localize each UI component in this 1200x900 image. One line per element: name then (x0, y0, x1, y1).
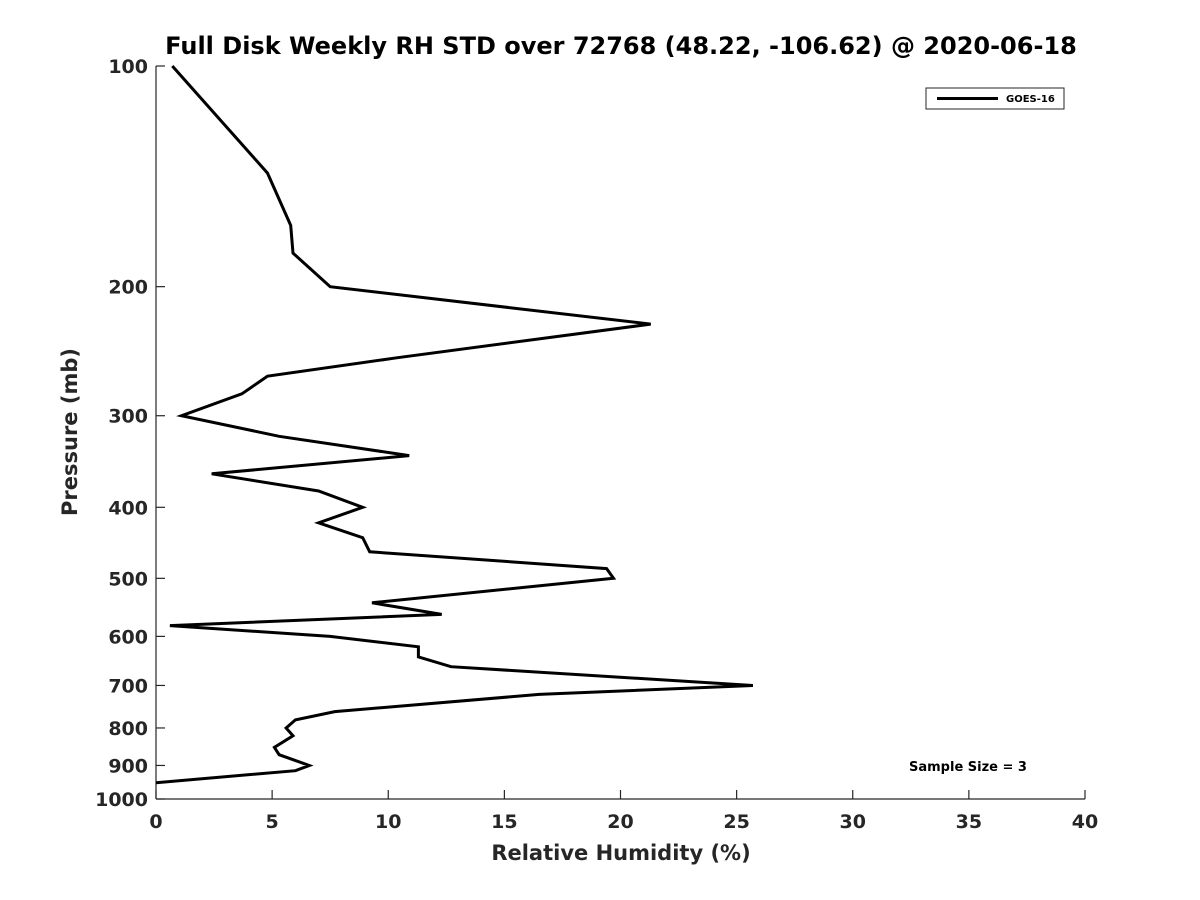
y-tick-label: 200 (108, 277, 148, 299)
y-tick-label: 600 (108, 626, 148, 648)
sample-size-annotation: Sample Size = 3 (909, 760, 1027, 775)
y-tick-label: 100 (108, 56, 148, 78)
x-tick-label: 10 (375, 811, 401, 833)
x-tick-label: 5 (266, 811, 279, 833)
x-axis-label: Relative Humidity (%) (491, 841, 750, 865)
y-tick-label: 800 (108, 718, 148, 740)
y-tick-label: 900 (108, 755, 148, 777)
x-tick-label: 35 (956, 811, 982, 833)
y-tick-label: 1000 (95, 789, 148, 811)
legend-label-goes-16: GOES-16 (1006, 94, 1055, 105)
x-tick-label: 30 (840, 811, 866, 833)
x-tick-label: 20 (607, 811, 633, 833)
legend: GOES-16 (925, 87, 1065, 110)
y-tick-label: 300 (108, 406, 148, 428)
x-tick-label: 40 (1072, 811, 1098, 833)
series-line-goes-16 (155, 65, 753, 785)
y-tick-label: 500 (108, 568, 148, 590)
y-ticks: 100 200 300 400 500 600 700 800 900 1000 (95, 56, 165, 811)
plot-area (155, 66, 1085, 800)
y-tick-label: 400 (108, 497, 148, 519)
x-tick-label: 15 (491, 811, 517, 833)
x-tick-label: 25 (723, 811, 749, 833)
y-axis-label: Pressure (mb) (58, 348, 82, 516)
x-ticks: 0 5 10 15 20 25 30 35 40 (149, 790, 1098, 833)
chart-title: Full Disk Weekly RH STD over 72768 (48.2… (165, 32, 1077, 60)
x-tick-label: 0 (149, 811, 162, 833)
y-tick-label: 700 (108, 675, 148, 697)
